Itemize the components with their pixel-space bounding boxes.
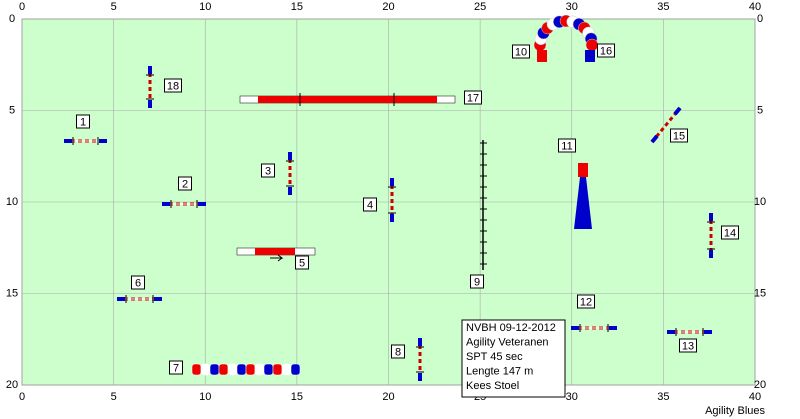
y-tick-label: 0 xyxy=(9,13,15,25)
x-tick-label: 0 xyxy=(19,391,25,403)
obstacle-label: 17 xyxy=(467,92,479,104)
x-tick-label: 35 xyxy=(657,391,669,403)
obstacle-label-box xyxy=(164,78,182,93)
x-tick-label: 15 xyxy=(291,391,303,403)
obstacle-label: 3 xyxy=(265,165,271,177)
obstacle-label-box xyxy=(470,274,484,289)
tunnel-segment xyxy=(227,363,238,376)
x-tick-label: 20 xyxy=(382,391,394,403)
x-tick-label: 35 xyxy=(657,1,669,13)
info-line: Agility Veteranen xyxy=(466,336,549,348)
y-tick-label: 10 xyxy=(754,196,766,208)
x-tick-label: 30 xyxy=(566,1,578,13)
obstacle-label: 4 xyxy=(367,199,373,211)
info-line: Kees Stoel xyxy=(466,380,519,392)
obstacle-label-box xyxy=(169,360,183,375)
wing xyxy=(650,134,659,144)
obstacle-label: 2 xyxy=(182,178,188,190)
y-tick-label: 15 xyxy=(754,287,766,299)
obstacle-label-box xyxy=(558,138,576,153)
tunnel-segment xyxy=(191,363,202,376)
tunnel-segment xyxy=(218,363,229,376)
obstacle-label: 14 xyxy=(724,227,736,239)
obstacle-label-box xyxy=(512,44,530,59)
tunnel-end xyxy=(585,50,595,62)
tunnel-end xyxy=(537,50,547,62)
tunnel-segment xyxy=(200,363,211,376)
x-tick-label: 5 xyxy=(111,391,117,403)
obstacle-label: 5 xyxy=(299,257,305,269)
obstacle-label-box xyxy=(295,255,309,270)
obstacle-label: 7 xyxy=(173,362,179,374)
obstacle-label: 8 xyxy=(395,346,401,358)
obstacle-label: 12 xyxy=(580,296,592,308)
tunnel-segment xyxy=(281,363,292,376)
obstacle-label-box xyxy=(391,344,405,359)
x-tick-label: 0 xyxy=(19,1,25,13)
y-tick-label: 5 xyxy=(757,104,763,116)
info-line: Lengte 147 m xyxy=(466,365,533,377)
obstacle-label: 11 xyxy=(561,140,572,152)
x-tick-label: 10 xyxy=(199,391,211,403)
wing xyxy=(673,106,682,116)
tunnel-segment xyxy=(585,38,599,52)
y-tick-label: 10 xyxy=(6,196,18,208)
obstacle-label: 16 xyxy=(600,45,612,57)
plank xyxy=(255,248,295,255)
y-tick-label: 15 xyxy=(6,287,18,299)
x-tick-label: 15 xyxy=(291,1,303,13)
y-tick-label: 20 xyxy=(754,379,766,391)
tunnel-segment xyxy=(290,363,301,376)
obstacle-label-box xyxy=(76,114,90,129)
tunnel-segment xyxy=(209,363,220,376)
footer: Agility Blues xyxy=(705,405,765,417)
info-line: SPT 45 sec xyxy=(466,351,523,363)
tunnel-segment xyxy=(272,363,283,376)
x-tick-label: 20 xyxy=(382,1,394,13)
obstacle-label-box xyxy=(670,128,688,143)
obstacle-label-box xyxy=(721,225,739,240)
arrow xyxy=(270,254,284,262)
obstacle-label-box xyxy=(363,197,377,212)
obstacle-label: 9 xyxy=(474,276,480,288)
dogwalk xyxy=(258,96,437,103)
obstacle-label-box xyxy=(577,294,595,309)
a-frame xyxy=(574,177,592,229)
contact xyxy=(578,163,588,177)
obstacle-label-box xyxy=(597,43,615,58)
obstacle-label: 13 xyxy=(682,340,694,352)
obstacle-label-box xyxy=(178,176,192,191)
y-tick-label: 0 xyxy=(757,13,763,25)
x-tick-label: 25 xyxy=(474,1,486,13)
tunnel-segment xyxy=(245,363,256,376)
x-tick-label: 40 xyxy=(749,391,761,403)
x-tick-label: 40 xyxy=(749,1,761,13)
info-box xyxy=(461,319,566,398)
obstacle-label: 1 xyxy=(80,116,86,128)
x-tick-label: 10 xyxy=(199,1,211,13)
obstacle-label: 6 xyxy=(135,277,141,289)
obstacle-label: 10 xyxy=(515,46,527,58)
tunnel-segment xyxy=(254,363,265,376)
obstacle-label-box xyxy=(131,275,145,290)
obstacle-label: 18 xyxy=(167,80,179,92)
obstacle-label-box xyxy=(261,163,275,178)
obstacle-label-box xyxy=(679,338,697,353)
x-tick-label: 5 xyxy=(111,1,117,13)
x-tick-label: 30 xyxy=(566,391,578,403)
tunnel-segment xyxy=(263,363,274,376)
info-line: NVBH 09-12-2012 xyxy=(466,322,556,334)
obstacle-label-box xyxy=(464,90,482,105)
y-tick-label: 20 xyxy=(6,379,18,391)
obstacle-label: 15 xyxy=(673,130,685,142)
y-tick-label: 5 xyxy=(9,104,15,116)
tunnel-segment xyxy=(236,363,247,376)
